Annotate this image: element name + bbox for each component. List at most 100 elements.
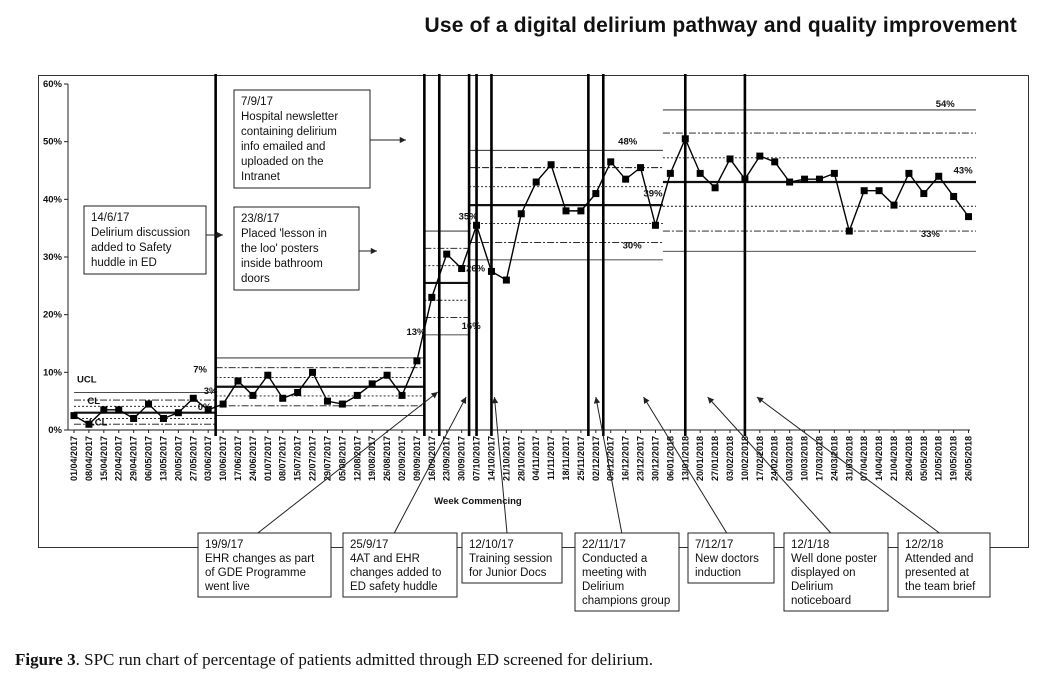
data-point xyxy=(786,178,794,186)
x-tick-label: 19/05/2018 xyxy=(949,436,959,481)
data-point xyxy=(577,207,585,215)
annotation-bottom-3-text: Delirium xyxy=(582,581,624,593)
x-tick-label: 28/04/2018 xyxy=(904,436,914,481)
x-tick-label: 06/05/2017 xyxy=(144,436,154,481)
data-point xyxy=(279,394,287,402)
data-point xyxy=(338,400,346,408)
annotation-14-6-17-text: huddle in ED xyxy=(91,257,157,269)
annotation-bottom-4-box xyxy=(687,532,775,584)
data-point xyxy=(845,227,853,235)
data-point xyxy=(651,221,659,229)
x-tick-label: 14/10/2017 xyxy=(486,436,496,481)
x-tick-label: 09/12/2017 xyxy=(606,436,616,481)
page-title: Use of a digital delirium pathway and qu… xyxy=(424,14,1017,37)
x-tick-label: 09/09/2017 xyxy=(412,436,422,481)
x-tick-label: 24/02/2018 xyxy=(770,436,780,481)
x-tick-label: 14/04/2018 xyxy=(874,436,884,481)
x-tick-label: 05/05/2018 xyxy=(919,436,929,481)
data-point xyxy=(920,190,928,198)
x-tick-label: 29/04/2017 xyxy=(129,436,139,481)
x-tick-label: 12/08/2017 xyxy=(352,436,362,481)
x-tick-label: 03/02/2018 xyxy=(725,436,735,481)
data-point xyxy=(622,175,630,183)
arrow-bottom-1 xyxy=(393,396,467,534)
x-tick-label: 30/12/2017 xyxy=(650,436,660,481)
x-tick-label: 17/06/2017 xyxy=(233,436,243,481)
data-point xyxy=(398,391,406,399)
x-tick-label: 02/12/2017 xyxy=(591,436,601,481)
x-tick-label: 30/09/2017 xyxy=(457,436,467,481)
x-tick-label: 20/01/2018 xyxy=(695,436,705,481)
annotation-bottom-6-text: presented at xyxy=(905,567,970,579)
x-tick-label: 17/03/2018 xyxy=(814,436,824,481)
level-label: 7% xyxy=(193,364,207,375)
chart-svg: 0% 10% 20% 30% 40% 50% 60% 01/04/2017 08/04/2017… xyxy=(38,74,1029,612)
data-point xyxy=(189,394,197,402)
data-point xyxy=(696,169,704,177)
x-tick-label: 15/04/2017 xyxy=(99,436,109,481)
data-point xyxy=(487,267,495,275)
x-tick-label: 31/03/2018 xyxy=(844,436,854,481)
arrow-bottom-6-head xyxy=(756,397,764,404)
level-label: 39% xyxy=(644,188,664,199)
annotation-bottom-1-text: 4AT and EHR xyxy=(350,553,420,565)
annotation-14-6-17-text: 14/6/17 xyxy=(91,212,129,224)
annotation-23-8-17-text: inside bathroom xyxy=(241,258,323,270)
annotation-bottom-3-text: champions group xyxy=(582,595,670,607)
x-tick-label: 15/07/2017 xyxy=(293,436,303,481)
arrow-14-6-17-head xyxy=(216,231,223,239)
caption-label: Figure 3 xyxy=(15,650,76,669)
data-point xyxy=(562,207,570,215)
x-tick-label: 05/08/2017 xyxy=(337,436,347,481)
arrow-bottom-3 xyxy=(595,396,623,534)
x-tick-label: 21/10/2017 xyxy=(501,436,511,481)
data-point xyxy=(413,357,421,365)
data-point xyxy=(219,400,227,408)
annotation-bottom-1-text: ED safety huddle xyxy=(350,581,438,593)
annotation-bottom-4-text: New doctors xyxy=(695,553,759,565)
data-point xyxy=(905,169,913,177)
y-tick-label: 40% xyxy=(43,194,63,205)
annotation-14-6-17-text: added to Safety xyxy=(91,242,172,254)
annotation-bottom-0-box xyxy=(197,532,332,598)
annotation-bottom-3-text: meeting with xyxy=(582,567,647,579)
annotation-bottom-3-text: Conducted a xyxy=(582,553,648,565)
annotation-7-9-17-text: 7/9/17 xyxy=(241,96,273,108)
annotation-bottom-6-text: the team brief xyxy=(905,581,976,593)
data-point xyxy=(607,158,615,166)
annotation-bottom-1-text: 25/9/17 xyxy=(350,539,388,551)
y-tick-label: 0% xyxy=(48,425,62,436)
annotation-bottom-4-text: induction xyxy=(695,567,741,579)
annotation-7-9-17-box xyxy=(233,89,371,189)
annotation-bottom-1-box xyxy=(342,532,458,598)
data-point xyxy=(532,178,540,186)
spc-chart: 0% 10% 20% 30% 40% 50% 60% 01/04/2017 08/04/2017… xyxy=(38,72,1032,622)
arrow-bottom-6 xyxy=(756,396,940,534)
data-point xyxy=(771,158,779,166)
x-tick-label: 04/11/2017 xyxy=(531,436,541,481)
data-point xyxy=(681,135,689,143)
annotation-bottom-0-text: EHR changes as part xyxy=(205,553,315,565)
annotation-23-8-17-text: doors xyxy=(241,273,270,285)
caption-text: . SPC run chart of percentage of patient… xyxy=(75,650,653,669)
level-label: 35% xyxy=(459,212,479,223)
x-tick-label: 10/03/2018 xyxy=(800,436,810,481)
x-tick-label: 21/04/2018 xyxy=(889,436,899,481)
data-point xyxy=(458,265,466,273)
data-point xyxy=(547,161,555,169)
annotation-bottom-5-text: 12/1/18 xyxy=(791,539,829,551)
level-label: 48% xyxy=(618,137,638,148)
level-label: CL xyxy=(87,396,100,407)
data-point xyxy=(159,414,167,422)
annotation-14-6-17-box xyxy=(83,205,207,275)
data-point xyxy=(517,210,525,218)
arrow-bottom-5 xyxy=(707,396,832,534)
data-point xyxy=(473,221,481,229)
data-point xyxy=(875,187,883,195)
data-point xyxy=(830,169,838,177)
x-tick-label: 23/12/2017 xyxy=(636,436,646,481)
data-point xyxy=(965,213,973,221)
y-tick-label: 60% xyxy=(43,79,63,90)
data-point xyxy=(801,175,809,183)
data-point xyxy=(756,152,764,160)
